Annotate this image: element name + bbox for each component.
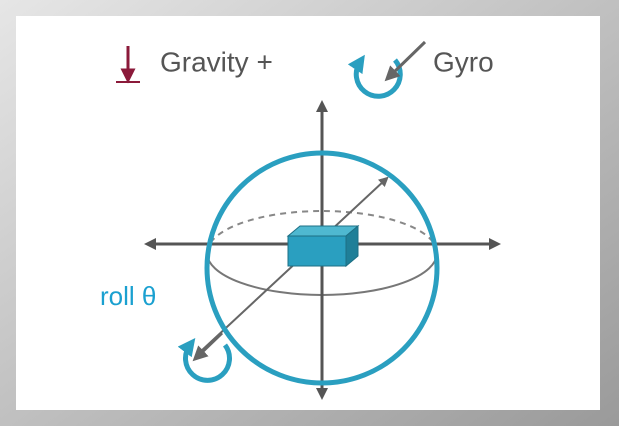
gyro-icon bbox=[347, 40, 427, 99]
sphere bbox=[204, 150, 440, 386]
roll-gyro-icon bbox=[177, 331, 232, 383]
device-box bbox=[286, 224, 360, 268]
panel bbox=[16, 16, 600, 410]
equator-back bbox=[206, 210, 438, 254]
roll-label: roll θ bbox=[100, 281, 156, 311]
gravity-label: Gravity + bbox=[160, 46, 273, 77]
gyro-label: Gyro bbox=[433, 46, 494, 77]
